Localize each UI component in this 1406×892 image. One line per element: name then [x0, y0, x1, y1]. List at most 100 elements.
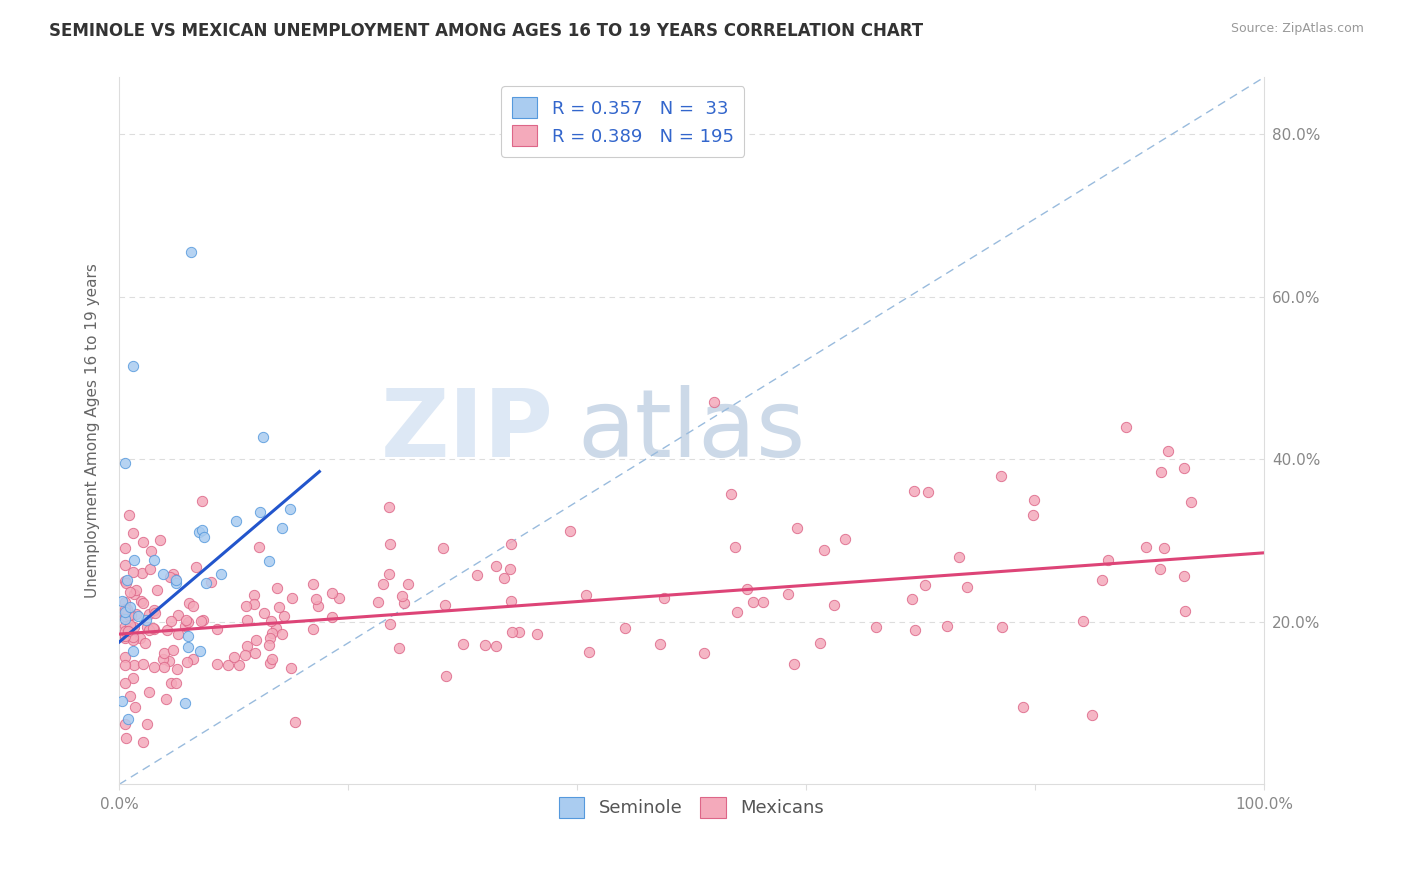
Point: [834, 532, 856, 546]
Y-axis label: Unemployment Among Ages 16 to 19 years: Unemployment Among Ages 16 to 19 years: [86, 263, 100, 599]
Point: [434, 669, 457, 683]
Point: [121, 565, 143, 579]
Point: [118, 608, 141, 623]
Point: [321, 586, 343, 600]
Point: [117, 713, 139, 727]
Point: [114, 619, 136, 633]
Point: [823, 598, 845, 612]
Point: [751, 595, 773, 609]
Point: [578, 645, 600, 659]
Point: [122, 620, 145, 634]
Point: [165, 574, 187, 588]
Point: [235, 648, 257, 663]
Point: [152, 566, 174, 581]
Point: [174, 696, 197, 710]
Point: [650, 637, 672, 651]
Point: [177, 640, 200, 655]
Point: [378, 537, 401, 551]
Point: [742, 595, 765, 609]
Point: [121, 526, 143, 541]
Point: [200, 574, 222, 589]
Point: [242, 589, 264, 603]
Point: [371, 576, 394, 591]
Point: [159, 570, 181, 584]
Point: [693, 646, 716, 660]
Point: [191, 524, 214, 538]
Point: [786, 521, 808, 535]
Point: [143, 606, 166, 620]
Point: [111, 694, 134, 708]
Point: [129, 631, 152, 645]
Point: [1173, 460, 1195, 475]
Point: [156, 624, 179, 638]
Point: [207, 622, 229, 636]
Point: [259, 554, 281, 568]
Point: [177, 630, 200, 644]
Point: [114, 612, 136, 626]
Point: [271, 521, 294, 535]
Point: [1115, 420, 1137, 434]
Point: [167, 626, 190, 640]
Point: [115, 731, 138, 745]
Point: [266, 582, 288, 596]
Point: [1081, 708, 1104, 723]
Point: [177, 615, 200, 629]
Point: [917, 485, 939, 500]
Point: [1022, 493, 1045, 508]
Point: [249, 505, 271, 519]
Point: [1150, 465, 1173, 479]
Point: [501, 624, 523, 639]
Point: [991, 620, 1014, 634]
Point: [122, 658, 145, 673]
Point: [1153, 541, 1175, 555]
Point: [253, 607, 276, 621]
Point: [778, 587, 800, 601]
Point: [180, 245, 202, 260]
Point: [160, 615, 183, 629]
Point: [114, 541, 136, 555]
Point: [120, 599, 142, 614]
Point: [191, 494, 214, 508]
Point: [160, 676, 183, 690]
Point: [152, 646, 174, 660]
Text: ZIP: ZIP: [381, 385, 554, 477]
Point: [260, 625, 283, 640]
Point: [162, 643, 184, 657]
Point: [252, 430, 274, 444]
Point: [114, 609, 136, 624]
Point: [259, 631, 281, 645]
Point: [142, 621, 165, 635]
Text: atlas: atlas: [576, 385, 806, 477]
Point: [245, 633, 267, 648]
Point: [378, 617, 401, 632]
Point: [948, 550, 970, 565]
Point: [187, 524, 209, 539]
Point: [188, 644, 211, 658]
Point: [127, 608, 149, 623]
Point: [121, 359, 143, 373]
Point: [165, 575, 187, 590]
Point: [149, 533, 172, 548]
Point: [485, 558, 508, 573]
Point: [134, 635, 156, 649]
Point: [453, 637, 475, 651]
Point: [1097, 552, 1119, 566]
Legend: Seminole, Mexicans: Seminole, Mexicans: [551, 789, 831, 825]
Point: [575, 588, 598, 602]
Point: [280, 660, 302, 674]
Point: [735, 582, 758, 597]
Point: [1174, 604, 1197, 618]
Point: [1173, 569, 1195, 583]
Point: [114, 576, 136, 591]
Point: [1022, 508, 1045, 523]
Point: [284, 715, 307, 730]
Point: [125, 607, 148, 621]
Point: [1149, 562, 1171, 576]
Point: [301, 577, 323, 591]
Point: [122, 552, 145, 566]
Point: [129, 594, 152, 608]
Point: [124, 700, 146, 714]
Point: [191, 613, 214, 627]
Point: [243, 646, 266, 660]
Point: [259, 615, 281, 629]
